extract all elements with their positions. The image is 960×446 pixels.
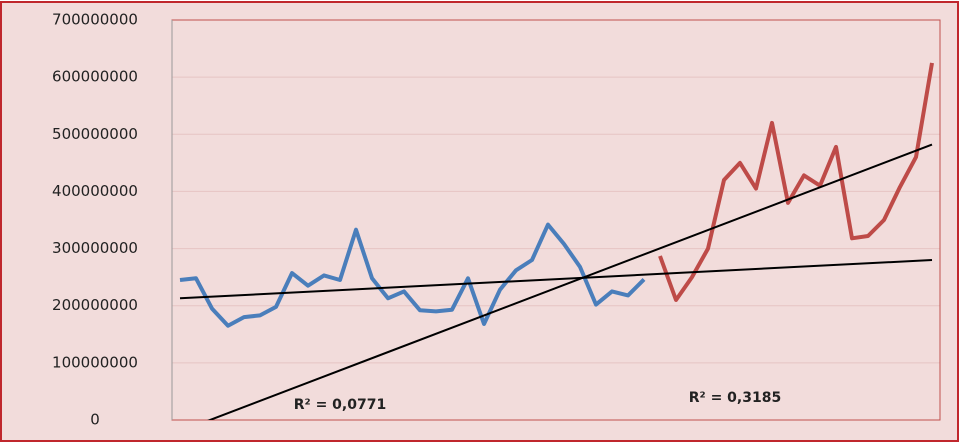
r-squared-label: R² = 0,3185 (689, 390, 781, 406)
y-tick-label: 600000000 (52, 68, 138, 86)
trendline (179, 259, 933, 300)
plot-area (179, 62, 934, 420)
y-tick-label: 300000000 (52, 239, 138, 257)
data-line (658, 62, 934, 302)
y-tick-label: 200000000 (52, 296, 138, 314)
trendline (207, 143, 933, 420)
y-tick-label: 500000000 (52, 125, 138, 143)
r-squared-label: R² = 0,0771 (294, 397, 386, 413)
y-tick-label: 0 (90, 411, 100, 429)
data-line (179, 222, 646, 328)
y-tick-label: 700000000 (52, 11, 138, 29)
y-tick-label: 400000000 (52, 182, 138, 200)
y-tick-label: 100000000 (52, 353, 138, 371)
